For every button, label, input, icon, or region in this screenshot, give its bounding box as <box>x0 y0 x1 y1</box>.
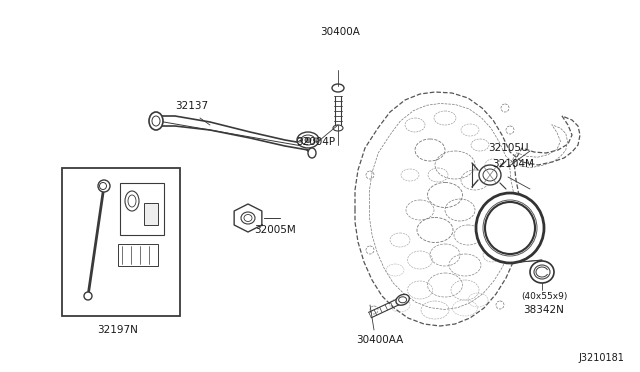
Text: 32197N: 32197N <box>97 325 138 335</box>
Ellipse shape <box>530 261 554 283</box>
Ellipse shape <box>305 138 311 142</box>
Bar <box>120 183 164 235</box>
Text: 38342N: 38342N <box>524 305 564 315</box>
Text: 32104M: 32104M <box>492 159 534 169</box>
Bar <box>62 168 180 316</box>
Ellipse shape <box>479 165 501 185</box>
Text: 32137: 32137 <box>175 101 209 111</box>
Text: 30400AA: 30400AA <box>356 335 404 345</box>
Ellipse shape <box>333 125 343 131</box>
Polygon shape <box>234 204 262 232</box>
Ellipse shape <box>332 84 344 92</box>
Text: (40x55x9): (40x55x9) <box>521 292 567 301</box>
Text: 32004P: 32004P <box>296 137 335 147</box>
Ellipse shape <box>396 294 410 305</box>
Ellipse shape <box>98 180 110 192</box>
Ellipse shape <box>84 292 92 300</box>
Text: 32005M: 32005M <box>254 225 296 235</box>
Ellipse shape <box>297 132 319 148</box>
Bar <box>144 203 158 225</box>
Ellipse shape <box>476 193 544 263</box>
Ellipse shape <box>308 148 316 158</box>
Text: J3210181: J3210181 <box>578 353 624 363</box>
Text: 30400A: 30400A <box>320 27 360 37</box>
Ellipse shape <box>149 112 163 130</box>
Bar <box>118 244 158 266</box>
Text: 32105U: 32105U <box>488 143 529 153</box>
Ellipse shape <box>485 202 535 254</box>
Ellipse shape <box>534 265 550 279</box>
